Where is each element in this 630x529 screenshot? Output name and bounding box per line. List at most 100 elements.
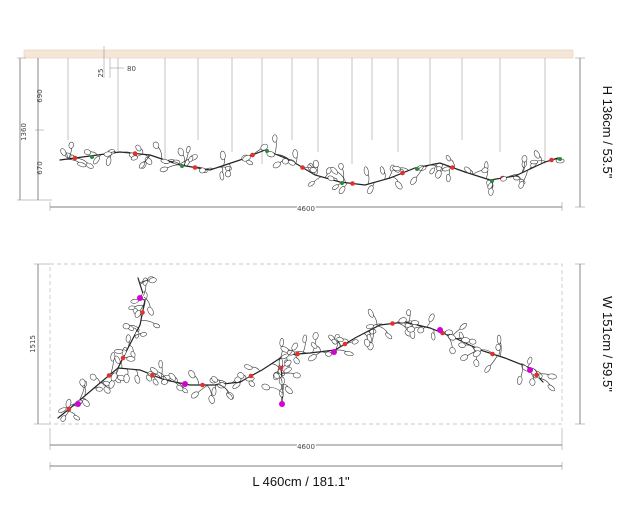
dim-80-label: 80 bbox=[127, 65, 136, 73]
leaf bbox=[327, 175, 335, 182]
leaf bbox=[244, 364, 253, 370]
main-branch-stem bbox=[57, 321, 544, 419]
leaf bbox=[130, 351, 136, 358]
leaf bbox=[460, 354, 469, 361]
front-view: 1360 690 670 25 80 4600 H 136cm / 53.5" bbox=[17, 46, 615, 215]
bulb-dot bbox=[549, 157, 554, 163]
leaf bbox=[449, 347, 456, 355]
leaf bbox=[293, 357, 300, 365]
leaf bbox=[261, 383, 271, 391]
leaf bbox=[279, 338, 284, 347]
bulb-dot bbox=[200, 382, 205, 388]
dim-25-label: 25 bbox=[97, 69, 105, 78]
leaf bbox=[130, 155, 138, 161]
leaf bbox=[500, 176, 507, 182]
leaf bbox=[199, 167, 206, 174]
dim-4600-front-label: 4600 bbox=[297, 205, 315, 213]
bulb-dot bbox=[72, 155, 78, 161]
leaf bbox=[367, 185, 374, 195]
leaf bbox=[312, 332, 319, 340]
leaf bbox=[225, 165, 232, 171]
leaf bbox=[406, 326, 416, 333]
bulb-dot bbox=[390, 321, 395, 326]
leaf bbox=[185, 145, 191, 154]
leaf bbox=[338, 163, 344, 170]
leaf bbox=[232, 382, 241, 389]
leaf bbox=[82, 399, 90, 407]
leaf bbox=[93, 156, 100, 165]
leaf bbox=[103, 386, 111, 394]
leaf bbox=[150, 367, 159, 375]
bulb-dot-magenta bbox=[137, 295, 143, 301]
leaf bbox=[266, 151, 275, 158]
leaf bbox=[527, 356, 533, 365]
main-branch-stem bbox=[59, 149, 559, 186]
leaf bbox=[308, 180, 315, 187]
leaf bbox=[58, 407, 67, 413]
leaf bbox=[312, 159, 319, 169]
leaf bbox=[469, 338, 477, 345]
dim-1515-label: 1515 bbox=[29, 335, 37, 353]
leaf bbox=[481, 167, 489, 174]
leaf bbox=[148, 277, 157, 284]
leaf bbox=[177, 147, 184, 157]
leaf bbox=[110, 372, 118, 382]
leaf bbox=[242, 154, 251, 162]
leaf bbox=[147, 306, 154, 316]
leaf bbox=[410, 176, 418, 185]
leaf bbox=[60, 148, 67, 156]
leaf bbox=[159, 166, 168, 173]
leaf bbox=[325, 351, 332, 357]
leaf bbox=[160, 379, 168, 385]
leaf bbox=[332, 184, 339, 190]
bulb-dot bbox=[350, 181, 355, 186]
leaf bbox=[273, 372, 280, 380]
bulb-dot bbox=[400, 170, 405, 176]
bulb-dot-magenta bbox=[75, 401, 81, 407]
leaf bbox=[60, 415, 67, 422]
leaf bbox=[95, 386, 103, 392]
bulb-dot-green bbox=[490, 179, 494, 183]
leaf bbox=[363, 166, 369, 176]
leaf bbox=[282, 158, 289, 165]
leaf bbox=[428, 313, 435, 322]
leaf bbox=[176, 385, 184, 392]
leaf bbox=[134, 310, 141, 318]
suspension-cables bbox=[67, 58, 546, 164]
leaf bbox=[128, 305, 136, 311]
leaf bbox=[445, 155, 451, 162]
leaf bbox=[114, 349, 124, 354]
width-label: W 151cm / 59.5" bbox=[600, 296, 615, 392]
bulb-dot bbox=[248, 373, 254, 379]
bulb-dot bbox=[192, 165, 198, 170]
leaf bbox=[140, 332, 147, 337]
leaf bbox=[283, 367, 292, 374]
leaf bbox=[430, 332, 436, 341]
leaf bbox=[278, 358, 284, 368]
leaf bbox=[338, 186, 346, 195]
leaf bbox=[272, 134, 278, 143]
leaf bbox=[211, 387, 217, 397]
leaf bbox=[79, 378, 86, 387]
leaf bbox=[547, 384, 556, 392]
leaf bbox=[529, 160, 539, 165]
top-view-bounding-box bbox=[49, 263, 563, 425]
front-view-branch bbox=[59, 134, 565, 196]
leaf bbox=[445, 173, 451, 183]
bulb-dot bbox=[450, 165, 455, 170]
leaf bbox=[344, 351, 354, 356]
leaf bbox=[411, 320, 420, 325]
overall-length: L 460cm / 181.1" bbox=[49, 462, 563, 489]
leaf bbox=[126, 356, 136, 362]
bulb-dot bbox=[534, 372, 539, 378]
leaf bbox=[168, 372, 176, 381]
leaf bbox=[89, 373, 97, 381]
leaf bbox=[284, 386, 293, 395]
leaf bbox=[77, 162, 87, 168]
bulb-dot-green bbox=[340, 181, 344, 185]
leaf bbox=[461, 337, 471, 343]
leaf bbox=[365, 324, 375, 329]
leaf bbox=[68, 141, 74, 149]
leaf bbox=[458, 342, 466, 348]
